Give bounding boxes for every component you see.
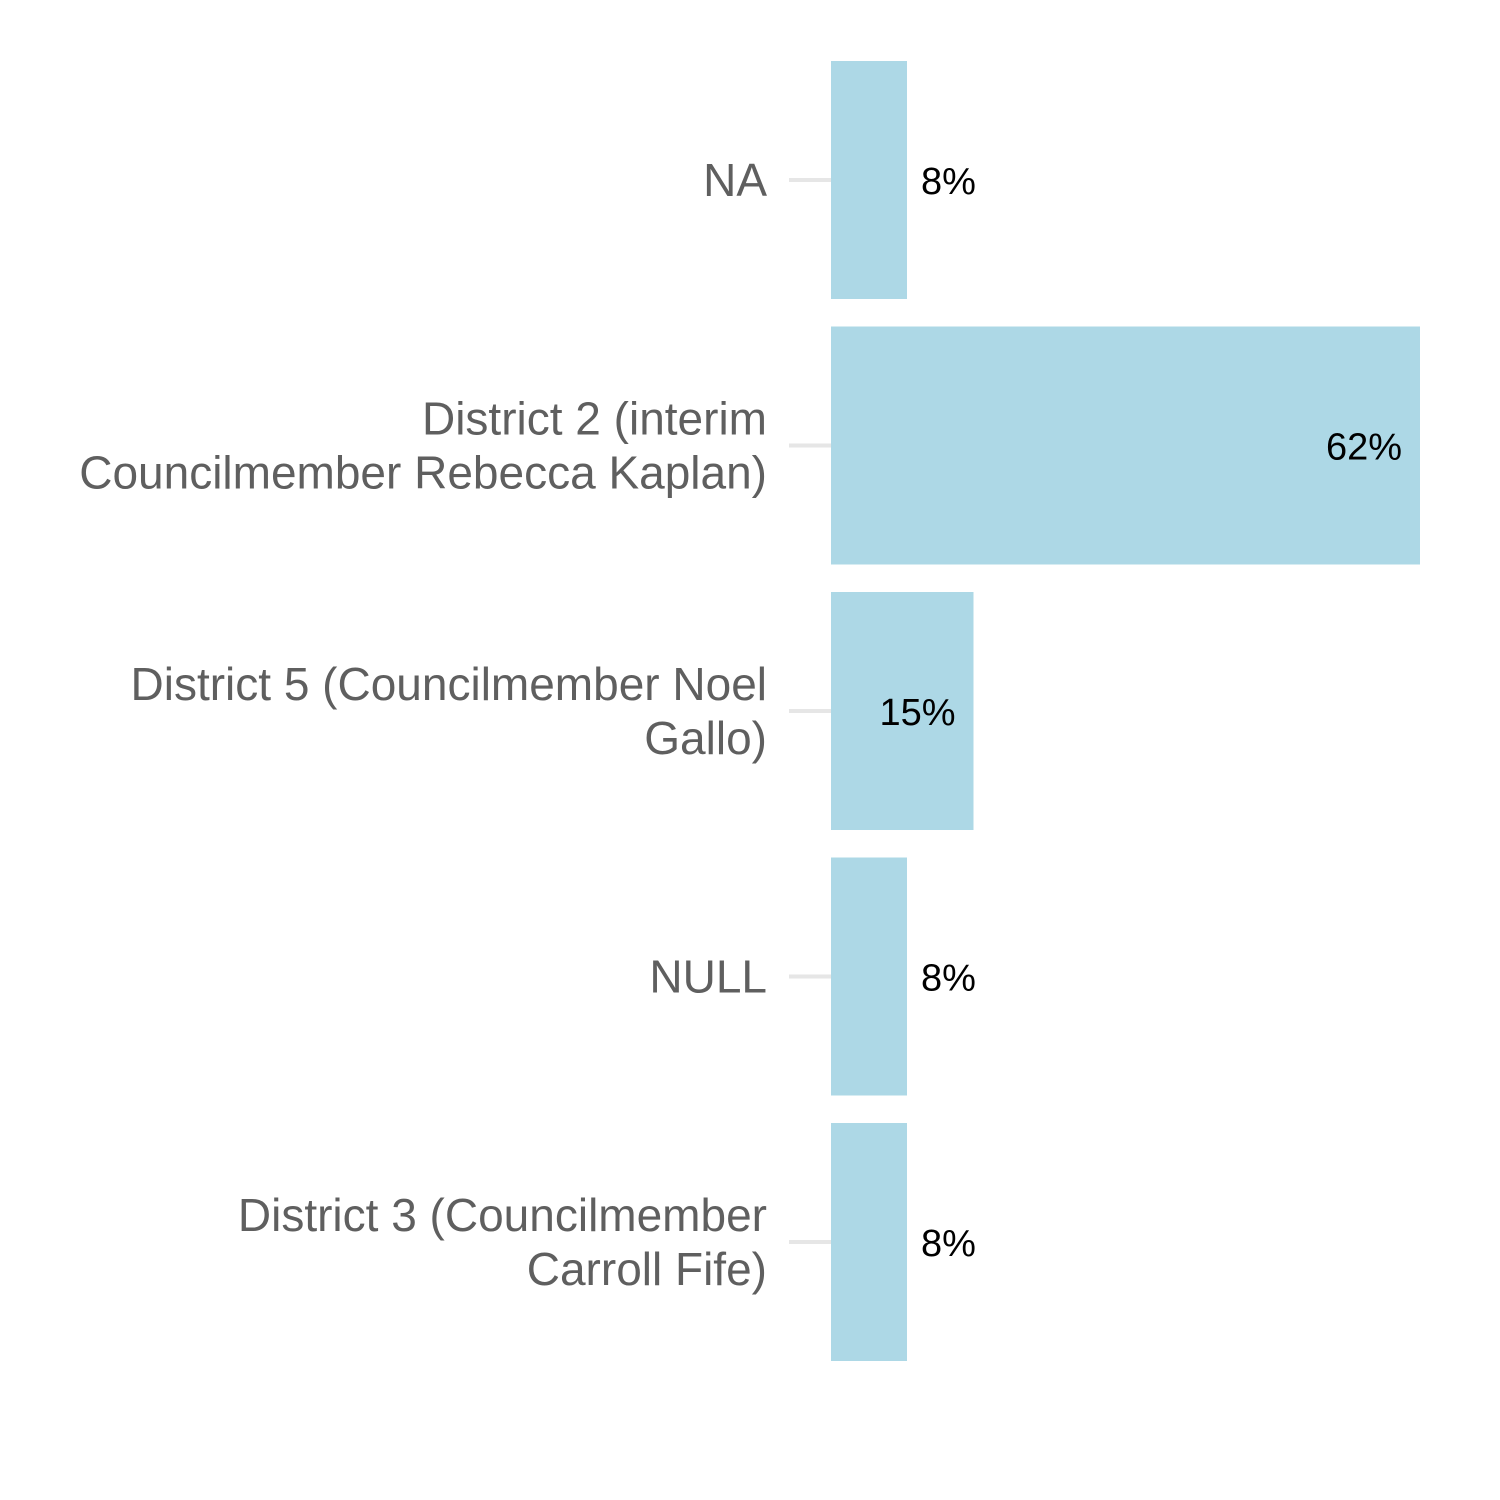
- value-label-null: 8%: [921, 958, 976, 1000]
- category-label-na: NA: [703, 154, 767, 206]
- bar-na: [831, 61, 907, 299]
- value-label-district-2-interim: 62%: [1326, 427, 1402, 469]
- value-label-district-5-councilmember-noel: 15%: [879, 692, 955, 734]
- category-label-district-3-councilmember: District 3 (Councilmember Carroll Fife): [238, 1189, 767, 1295]
- bar-null: [831, 857, 907, 1096]
- category-label-district-2-interim: District 2 (interim Councilmember Rebecca…: [79, 393, 767, 499]
- bar-district-2-interim: [831, 326, 1420, 565]
- value-label-na: 8%: [921, 161, 976, 203]
- bar-district-3-councilmember: [831, 1123, 907, 1361]
- bar-district-5-councilmember-noel: [831, 592, 974, 830]
- category-label-null: NULL: [649, 951, 767, 1003]
- category-label-district-5-councilmember-noel: District 5 (Councilmember Noel Gallo): [131, 658, 768, 764]
- value-label-district-3-councilmember: 8%: [921, 1223, 976, 1265]
